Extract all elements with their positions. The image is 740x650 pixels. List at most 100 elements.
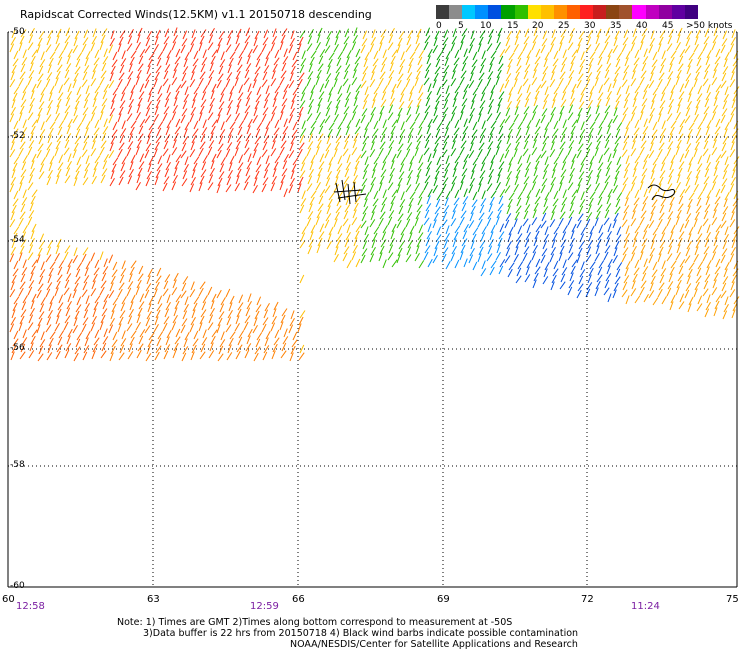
wind-barb <box>498 125 504 135</box>
wind-barb <box>165 161 171 171</box>
wind-barb <box>540 150 547 159</box>
wind-barb <box>328 156 334 166</box>
wind-barb <box>524 168 530 178</box>
wind-barb <box>237 92 244 101</box>
wind-barb <box>146 65 151 75</box>
wind-barb <box>372 162 378 172</box>
wind-barb <box>488 203 493 213</box>
wind-barb <box>36 289 42 299</box>
wind-barb <box>613 282 619 292</box>
wind-barb <box>281 342 287 352</box>
wind-barb <box>371 64 377 74</box>
wind-barb <box>634 119 640 129</box>
wind-barb <box>435 58 441 68</box>
wind-barb <box>641 238 648 247</box>
wind-barb <box>704 168 710 178</box>
wind-barb <box>560 169 567 178</box>
wind-barb <box>587 29 593 39</box>
wind-barb <box>424 209 430 219</box>
wind-barb <box>598 50 605 59</box>
wind-barb <box>244 349 250 359</box>
wind-barb <box>64 315 71 324</box>
wind-barb <box>29 132 34 142</box>
wind-barb <box>146 310 152 320</box>
wind-barb <box>363 58 368 68</box>
wind-barb <box>396 254 401 264</box>
wind-barb <box>22 329 27 339</box>
wind-barb <box>283 83 289 93</box>
wind-barb <box>712 139 717 149</box>
wind-barb <box>127 351 134 360</box>
wind-barb <box>444 197 449 207</box>
wind-barb <box>352 104 358 114</box>
wind-barb <box>272 133 278 143</box>
wind-barb <box>587 239 593 249</box>
wind-barb <box>639 251 644 261</box>
wind-barb <box>236 98 242 108</box>
wind-barb <box>598 154 604 164</box>
wind-barb <box>81 289 88 298</box>
wind-barb <box>39 269 46 278</box>
wind-barb <box>561 91 567 101</box>
wind-barb <box>99 251 104 261</box>
wind-barb <box>379 175 385 185</box>
legend-color-swatch <box>501 5 515 19</box>
wind-barb <box>291 163 297 173</box>
wind-barb <box>715 258 721 268</box>
wind-barb <box>517 85 523 95</box>
wind-barb <box>64 105 71 114</box>
wind-barb <box>45 148 51 158</box>
wind-barb <box>604 69 610 79</box>
wind-barb <box>549 79 556 88</box>
wind-barb <box>37 317 43 327</box>
wind-barb <box>48 57 54 67</box>
wind-barb <box>462 90 468 100</box>
wind-barb <box>730 281 735 291</box>
wind-barb <box>30 230 35 240</box>
wind-barb <box>639 146 645 156</box>
wind-barb <box>139 153 145 163</box>
wind-barb <box>379 211 386 220</box>
wind-barb <box>508 86 514 96</box>
wind-barb <box>361 178 368 187</box>
wind-barb <box>587 134 592 144</box>
wind-barb <box>146 100 152 110</box>
wind-barb <box>589 225 595 235</box>
wind-barb <box>298 352 305 361</box>
wind-barb <box>703 36 710 45</box>
wind-barb <box>210 160 215 170</box>
wind-barb <box>562 259 567 269</box>
wind-barb <box>604 209 610 219</box>
wind-barb <box>606 230 612 240</box>
wind-barb <box>200 99 207 108</box>
wind-barb <box>144 325 151 334</box>
wind-barb <box>281 308 288 317</box>
wind-barb <box>238 84 244 94</box>
wind-barb <box>265 85 270 95</box>
wind-barb <box>235 35 240 45</box>
wind-barb <box>120 268 127 277</box>
wind-barb <box>307 175 313 185</box>
wind-barb <box>514 71 520 81</box>
wind-barb <box>162 288 169 297</box>
wind-barb <box>703 140 709 150</box>
wind-barb <box>147 338 153 348</box>
wind-barb <box>236 168 242 178</box>
wind-barb <box>606 160 612 170</box>
wind-barb <box>481 85 487 95</box>
wind-barb <box>687 303 692 313</box>
wind-barb <box>369 113 375 123</box>
wind-barb <box>364 51 370 61</box>
wind-barb <box>616 192 623 201</box>
wind-barb <box>47 274 52 284</box>
wind-barb <box>207 146 213 156</box>
wind-barb <box>90 252 96 262</box>
wind-barb <box>643 118 648 128</box>
wind-barb <box>10 176 16 186</box>
wind-barb <box>571 83 577 93</box>
wind-barb <box>193 50 199 60</box>
wind-barb <box>399 199 406 208</box>
wind-barb <box>409 85 415 95</box>
wind-barb <box>117 113 122 123</box>
wind-barb <box>264 92 270 102</box>
